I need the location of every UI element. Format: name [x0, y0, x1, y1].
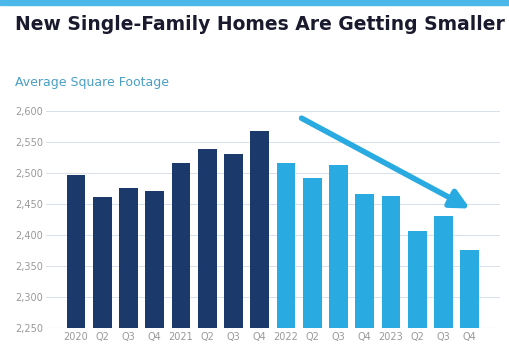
Bar — [355, 194, 374, 364]
Bar — [93, 197, 111, 364]
Bar — [328, 165, 347, 364]
Bar — [459, 250, 478, 364]
Bar — [145, 191, 164, 364]
Bar — [223, 154, 242, 364]
Bar — [66, 174, 86, 364]
Bar — [433, 216, 452, 364]
Bar — [119, 188, 137, 364]
Bar — [171, 163, 190, 364]
Text: Average Square Footage: Average Square Footage — [15, 76, 169, 90]
Text: New Single-Family Homes Are Getting Smaller: New Single-Family Homes Are Getting Smal… — [15, 15, 504, 33]
Bar — [407, 231, 426, 364]
Bar — [381, 195, 400, 364]
Bar — [250, 131, 269, 364]
Bar — [302, 178, 321, 364]
Bar — [276, 163, 295, 364]
Bar — [197, 149, 216, 364]
